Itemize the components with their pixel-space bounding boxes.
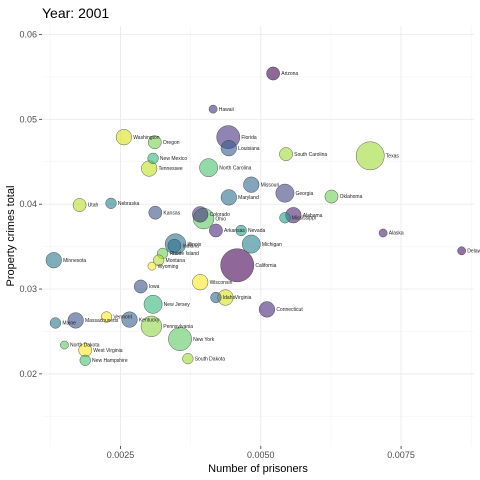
point-label: Ohio — [215, 216, 226, 222]
bubble-new-mexico — [148, 153, 159, 164]
point-label: New York — [193, 337, 215, 343]
bubble-washington — [116, 129, 132, 145]
point-label: Arkansas — [224, 228, 245, 234]
bubble-iowa — [134, 280, 147, 293]
bubble-north-dakota — [60, 341, 68, 349]
bubble-south-dakota — [183, 353, 194, 364]
point-label: Hawaii — [219, 107, 234, 113]
bubble-mississippi — [280, 212, 291, 223]
bubble-wisconsin — [192, 274, 208, 290]
bubble-idaho — [211, 292, 222, 303]
bubble-maine — [50, 318, 61, 329]
point-label: Mississippi — [292, 215, 316, 221]
point-label: Pennsylvania — [163, 324, 193, 330]
point-label: Arizona — [281, 71, 298, 77]
bubble-hawaii — [209, 105, 217, 113]
bubble-new-hampshire — [80, 355, 91, 366]
point-label: Kentucky — [139, 317, 160, 323]
point-label: New Hampshire — [92, 358, 128, 364]
bubble-arizona — [267, 67, 280, 80]
bubble-louisiana — [221, 140, 237, 156]
point-label: Minnesota — [63, 258, 86, 264]
y-tick-label: 0.04 — [19, 199, 37, 209]
bubble-maryland — [221, 190, 237, 206]
y-axis-ticks: 0.02 0.03 0.04 0.05 0.06 — [19, 29, 42, 378]
point-label: Utah — [88, 203, 99, 209]
point-label: Illinois — [187, 242, 201, 248]
point-label: North Carolina — [219, 165, 251, 171]
point-label: West Virginia — [93, 348, 122, 354]
point-label: Michigan — [262, 242, 282, 248]
point-label: Connecticut — [276, 307, 303, 313]
x-tick-label: 0.0075 — [387, 450, 415, 460]
x-tick-label: 0.0050 — [247, 450, 275, 460]
point-label: Rhode Island — [169, 251, 199, 257]
point-label: Louisiana — [238, 146, 260, 152]
point-label: Maryland — [238, 195, 259, 201]
point-label: Kansas — [163, 210, 180, 216]
point-labels: Arizona Hawaii Florida Louisiana Washington O… — [62, 71, 480, 364]
bubble-new-york — [168, 327, 191, 350]
point-label: Iowa — [149, 284, 160, 290]
bubble-michigan — [242, 235, 260, 253]
point-label: New Jersey — [164, 302, 191, 308]
x-tick-label: 0.0025 — [107, 450, 135, 460]
bubble-south-carolina — [279, 148, 292, 161]
point-label: California — [255, 263, 276, 269]
point-label: Georgia — [296, 191, 314, 197]
point-label: Nevada — [248, 228, 265, 234]
point-label: Tennessee — [159, 166, 183, 172]
bubble-new-jersey — [144, 295, 162, 313]
bubble-california — [221, 249, 254, 282]
bubble-alaska — [379, 229, 387, 237]
point-label: Alaska — [389, 231, 404, 237]
point-label: Wyoming — [158, 264, 179, 270]
bubble-kansas — [149, 206, 162, 219]
point-label: Nebraska — [118, 201, 140, 207]
point-label: Idaho — [223, 295, 236, 301]
point-label: Virginia — [235, 295, 252, 301]
grid-lines — [42, 26, 474, 446]
bubble-north-carolina — [200, 159, 218, 177]
point-label: Massachusetts — [85, 318, 119, 324]
point-label: Missouri — [261, 182, 280, 188]
bubble-missouri — [243, 177, 259, 193]
y-tick-label: 0.06 — [19, 29, 37, 39]
point-label: Florida — [241, 135, 257, 141]
point-label: Maine — [62, 321, 76, 327]
bubble-wyoming — [148, 262, 156, 270]
chart-title: Year: 2001 — [42, 5, 109, 21]
bubble-utah — [73, 198, 86, 211]
x-axis-title: Number of prisoners — [208, 463, 308, 475]
x-axis-ticks: 0.0025 0.0050 0.0075 — [107, 446, 415, 460]
y-tick-label: 0.03 — [19, 284, 37, 294]
y-tick-label: 0.05 — [19, 114, 37, 124]
y-axis-title: Property crimes total — [5, 186, 17, 287]
bubble-connecticut — [259, 302, 275, 318]
bubble-colorado — [192, 207, 208, 223]
y-tick-label: 0.02 — [19, 369, 37, 379]
plot-panel: Arizona Hawaii Florida Louisiana Washington O… — [42, 26, 480, 446]
point-label: Washington — [133, 135, 159, 141]
point-label: Texas — [386, 154, 400, 160]
bubble-delaware — [458, 247, 466, 255]
point-label: Oregon — [163, 140, 180, 146]
bubble-oklahoma — [325, 190, 338, 203]
bubble-texas — [356, 142, 384, 170]
point-label: South Dakota — [195, 356, 226, 362]
bubble-minnesota — [46, 252, 62, 268]
bubble-nebraska — [106, 198, 117, 209]
point-label: New Mexico — [160, 156, 187, 162]
point-label: Oklahoma — [340, 194, 363, 200]
bubble-arkansas — [209, 224, 222, 237]
point-label: South Carolina — [294, 152, 327, 158]
point-label: Delaware — [467, 249, 480, 255]
point-label: Wisconsin — [210, 280, 233, 286]
